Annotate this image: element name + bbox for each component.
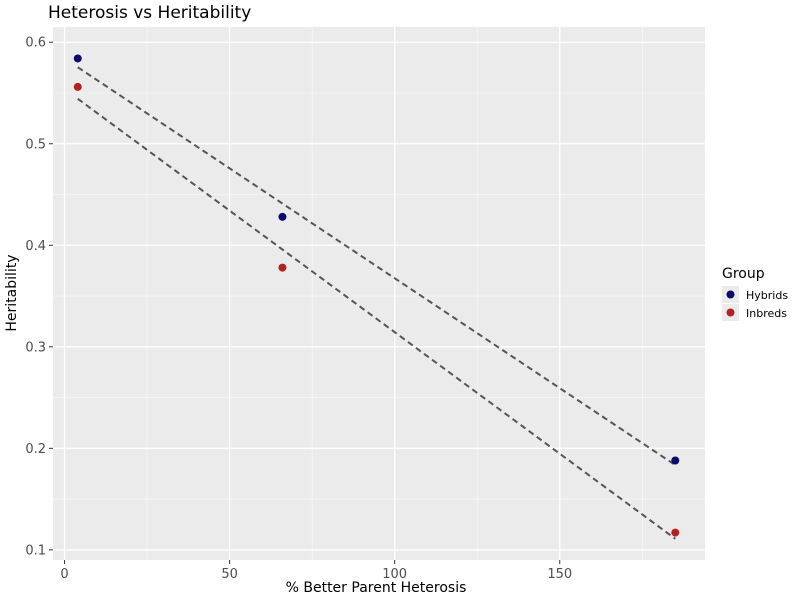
data-point-hybrids xyxy=(73,54,82,63)
chart-title: Heterosis vs Heritability xyxy=(48,3,251,23)
legend: Group Hybrids Inbreds xyxy=(722,266,788,321)
grid-minor xyxy=(53,27,705,560)
data-point-inbreds xyxy=(73,82,82,91)
legend-marker-inbreds xyxy=(726,308,735,317)
legend-title: Group xyxy=(722,266,765,282)
x-tick-label: 150 xyxy=(547,567,572,582)
data-points xyxy=(73,54,680,537)
y-tick-label: 0.6 xyxy=(25,36,46,51)
y-tick-label: 0.2 xyxy=(25,442,46,457)
y-axis-ticks: 0.1 0.2 0.3 0.4 0.5 0.6 xyxy=(25,36,53,558)
trend-lines xyxy=(77,66,676,540)
trend-line-inbreds xyxy=(77,97,676,540)
x-axis-ticks: 0 50 100 150 xyxy=(60,560,572,582)
y-axis-title: Heritability xyxy=(4,254,20,331)
x-tick-label: 100 xyxy=(382,567,407,582)
y-tick-label: 0.1 xyxy=(25,543,46,558)
plot-panel xyxy=(53,27,705,560)
data-point-hybrids xyxy=(671,456,680,465)
x-tick-label: 50 xyxy=(221,567,238,582)
x-axis-title: % Better Parent Heterosis xyxy=(286,580,467,596)
legend-label-hybrids: Hybrids xyxy=(746,289,788,302)
grid-major xyxy=(53,27,705,560)
data-point-inbreds xyxy=(671,528,680,537)
data-point-hybrids xyxy=(278,212,287,221)
y-tick-label: 0.4 xyxy=(25,239,46,254)
data-point-inbreds xyxy=(278,263,287,272)
legend-label-inbreds: Inbreds xyxy=(746,307,787,320)
legend-marker-hybrids xyxy=(726,290,735,299)
y-tick-label: 0.5 xyxy=(25,137,46,152)
legend-items: Hybrids Inbreds xyxy=(722,286,788,321)
y-tick-label: 0.3 xyxy=(25,340,46,355)
x-tick-label: 0 xyxy=(60,567,68,582)
